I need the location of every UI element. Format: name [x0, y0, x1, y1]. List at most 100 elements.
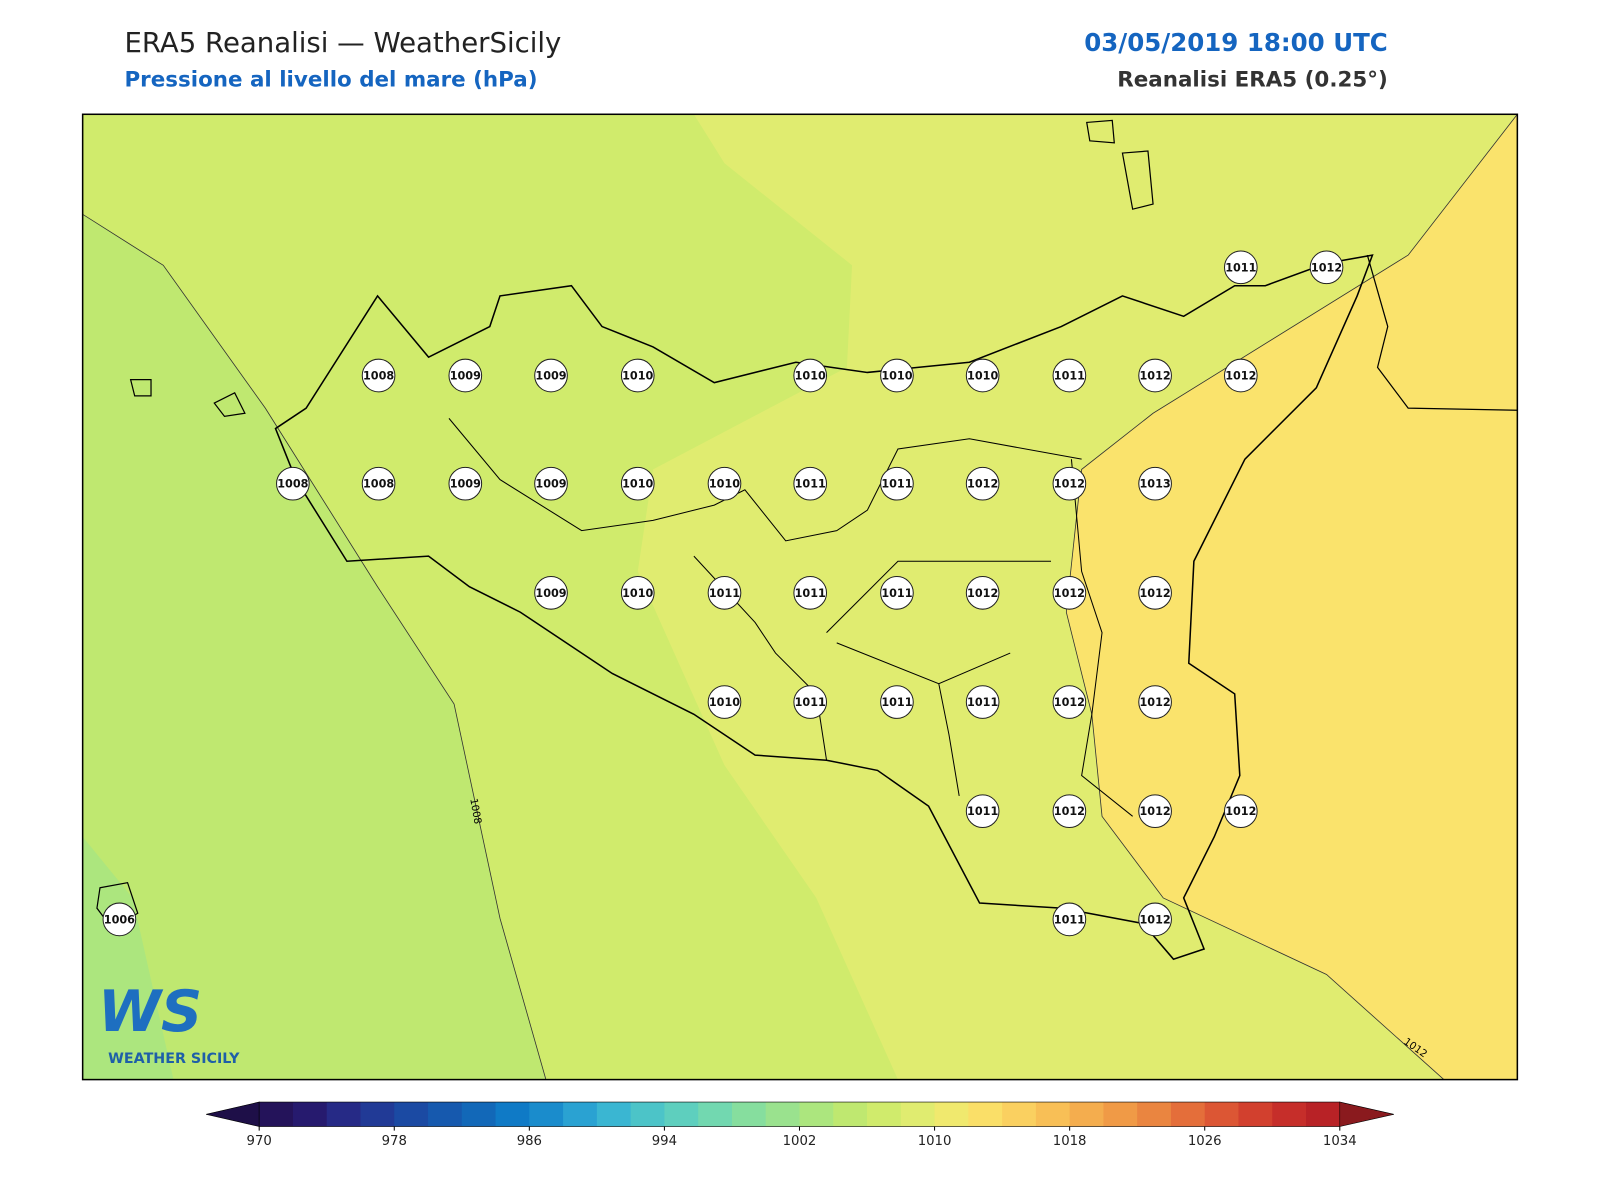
station-marker — [965, 685, 1000, 719]
station-value: 1009 — [450, 478, 481, 491]
station-value: 1011 — [881, 587, 912, 600]
colorbar-tick-label: 1018 — [1053, 1134, 1087, 1149]
colorbar-segment — [867, 1102, 902, 1127]
station-value: 1012 — [1311, 261, 1342, 274]
station-marker — [1138, 358, 1172, 393]
field-1012 — [1066, 114, 1518, 1080]
station-value: 1012 — [1054, 587, 1085, 600]
station-value: 1010 — [709, 696, 740, 709]
colorbar-extend-high — [1339, 1101, 1394, 1127]
colorbar-segment — [596, 1102, 632, 1127]
colorbar-segment — [461, 1102, 497, 1127]
station-value: 1010 — [709, 478, 740, 491]
station-marker — [534, 576, 568, 610]
station-marker — [1052, 902, 1087, 937]
station-marker — [361, 358, 396, 393]
station-value: 1012 — [1139, 805, 1170, 818]
province-border — [448, 418, 1133, 817]
station-value: 1011 — [795, 478, 826, 491]
colorbar-tick-label: 978 — [382, 1134, 407, 1149]
station-marker — [1052, 576, 1087, 610]
colorbar: 970 978 986 994 1002 1010 1018 1026 1034 — [206, 1101, 1394, 1149]
station-marker — [707, 576, 742, 610]
colorbar-segment — [968, 1102, 1003, 1127]
station-value: 1009 — [535, 587, 566, 600]
station-marker — [880, 358, 914, 393]
colorbar-tick-label: 1026 — [1188, 1134, 1222, 1149]
colorbar-segment — [900, 1102, 936, 1127]
station-marker — [1138, 466, 1172, 501]
station-marker — [965, 358, 1000, 393]
colorbar-segment — [765, 1102, 800, 1127]
station-marker — [102, 902, 137, 937]
station-marker — [620, 466, 655, 501]
colorbar-tick-label: 1034 — [1323, 1134, 1357, 1149]
station-marker — [793, 576, 828, 610]
station-marker — [1138, 685, 1172, 719]
station-value: 1012 — [1054, 478, 1085, 491]
station-marker — [361, 466, 396, 501]
station-value: 1010 — [622, 478, 653, 491]
station-value: 1008 — [363, 370, 394, 383]
colorbar-segment — [1170, 1102, 1206, 1127]
colorbar-segment — [1272, 1102, 1307, 1127]
station-value: 1010 — [622, 587, 653, 600]
station-value: 1011 — [881, 696, 912, 709]
station-marker — [1223, 794, 1258, 829]
calabria-coast — [1366, 254, 1518, 411]
station-marker — [534, 358, 568, 393]
station-value: 1008 — [277, 478, 308, 491]
isobar — [82, 213, 547, 1080]
field-1006 — [82, 214, 546, 1080]
colorbar-segment — [1069, 1102, 1104, 1127]
station-marker — [1052, 358, 1087, 393]
field: 1008 1012 WS WEATHER SICILY — [82, 114, 1518, 1080]
station-value: 1011 — [1054, 370, 1085, 383]
logo: WS WEATHER SICILY — [98, 979, 240, 1067]
colorbar-segment — [1103, 1102, 1138, 1127]
field-1004 — [82, 836, 174, 1080]
colorbar-segment — [495, 1102, 530, 1127]
station-value: 1011 — [967, 696, 998, 709]
colorbar-segment — [1306, 1102, 1341, 1127]
station-marker — [965, 794, 1000, 829]
station-marker — [620, 576, 655, 610]
station-marker — [880, 685, 914, 719]
coastline — [274, 254, 1374, 961]
colorbar-segment — [630, 1102, 665, 1127]
station-marker — [880, 576, 914, 610]
station-value: 1012 — [1225, 805, 1256, 818]
station-value: 1011 — [881, 478, 912, 491]
station-marker — [793, 466, 828, 501]
station-value: 1008 — [363, 478, 394, 491]
station-marker — [1309, 250, 1344, 285]
station-value: 1010 — [967, 370, 998, 383]
colorbar-segment — [1238, 1102, 1273, 1127]
colorbar-extend-low — [206, 1101, 260, 1127]
colorbar-segment — [563, 1102, 598, 1127]
station-marker — [707, 466, 742, 501]
station-marker — [793, 685, 828, 719]
station-value: 1011 — [1225, 261, 1256, 274]
colorbar-segment — [1137, 1102, 1172, 1127]
station-marker — [1223, 358, 1258, 393]
logo-name: WEATHER SICILY — [108, 1051, 240, 1067]
station-value: 1012 — [967, 478, 998, 491]
station-value: 1010 — [881, 370, 912, 383]
colorbar-segment — [360, 1102, 395, 1127]
colorbar-segment — [292, 1102, 328, 1127]
station-value: 1011 — [1054, 913, 1085, 926]
station-marker — [534, 466, 568, 501]
colorbar-segment — [259, 1102, 294, 1127]
station-value: 1010 — [795, 370, 826, 383]
station-marker — [1052, 466, 1087, 501]
station-marker — [1052, 794, 1087, 829]
station-marker — [1052, 685, 1087, 719]
logo-mark: WS — [98, 979, 202, 1045]
station-value: 1012 — [967, 587, 998, 600]
station-marker — [1138, 902, 1172, 937]
contour-label: 1008 — [467, 798, 482, 825]
colorbar-tick-label: 1002 — [783, 1134, 817, 1149]
colorbar-segment — [731, 1102, 767, 1127]
